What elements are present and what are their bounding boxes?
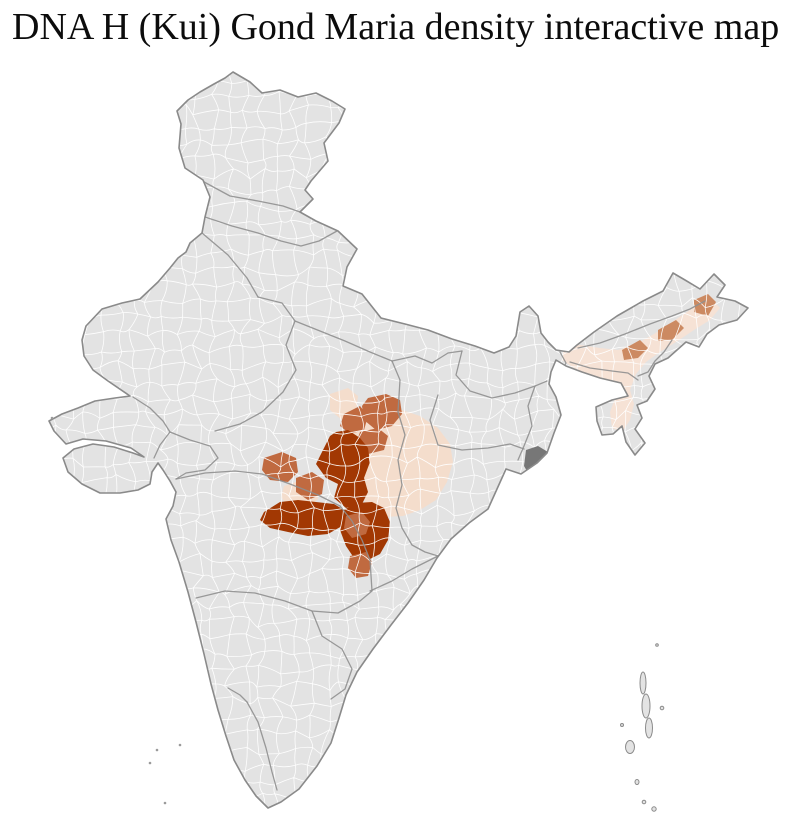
- state-border-line: [201, 232, 259, 298]
- state-border-line: [517, 385, 536, 461]
- andaman-nicobar-islands: [620, 643, 665, 812]
- lakshadweep-islands: [50, 416, 182, 805]
- island: [641, 799, 647, 805]
- state-border-line: [429, 394, 525, 451]
- state-border-line: [569, 361, 639, 381]
- island: [655, 643, 659, 647]
- state-borders: [132, 169, 706, 791]
- state-border-line: [311, 610, 353, 700]
- state-border-line: [339, 505, 373, 592]
- state-border-line: [246, 701, 278, 791]
- state-border-line: [577, 300, 706, 349]
- state-border-line: [637, 339, 673, 377]
- state-border-line: [214, 296, 297, 432]
- district-region-assam-medium-3[interactable]: [694, 294, 716, 316]
- district-region-medium-west-band[interactable]: [296, 472, 324, 500]
- district-region-assam-medium-2[interactable]: [658, 320, 684, 341]
- island: [645, 717, 653, 739]
- state-border-line: [369, 555, 439, 592]
- india-outline: [48, 71, 749, 809]
- state-border-line: [227, 687, 248, 703]
- island: [634, 779, 640, 785]
- island-dot: [148, 761, 152, 765]
- map-layers: [49, 72, 748, 808]
- island-dot: [50, 416, 54, 420]
- state-border-line: [204, 216, 338, 247]
- state-border-line: [175, 470, 341, 507]
- island: [639, 671, 647, 695]
- state-border-line: [132, 396, 219, 480]
- district-region-assam-valley-low[interactable]: [562, 300, 720, 432]
- map-title: DNA H (Kui) Gond Maria density interacti…: [12, 6, 780, 48]
- state-border-line: [195, 590, 373, 614]
- island: [625, 740, 635, 754]
- island-dot: [155, 748, 159, 752]
- state-border-line: [395, 411, 439, 557]
- island-dot: [178, 743, 182, 747]
- island: [641, 693, 651, 719]
- state-border-line: [391, 360, 401, 413]
- state-border-line: [153, 431, 171, 459]
- island: [651, 806, 657, 812]
- island: [620, 723, 624, 727]
- island-dot: [163, 801, 167, 805]
- island: [659, 705, 665, 711]
